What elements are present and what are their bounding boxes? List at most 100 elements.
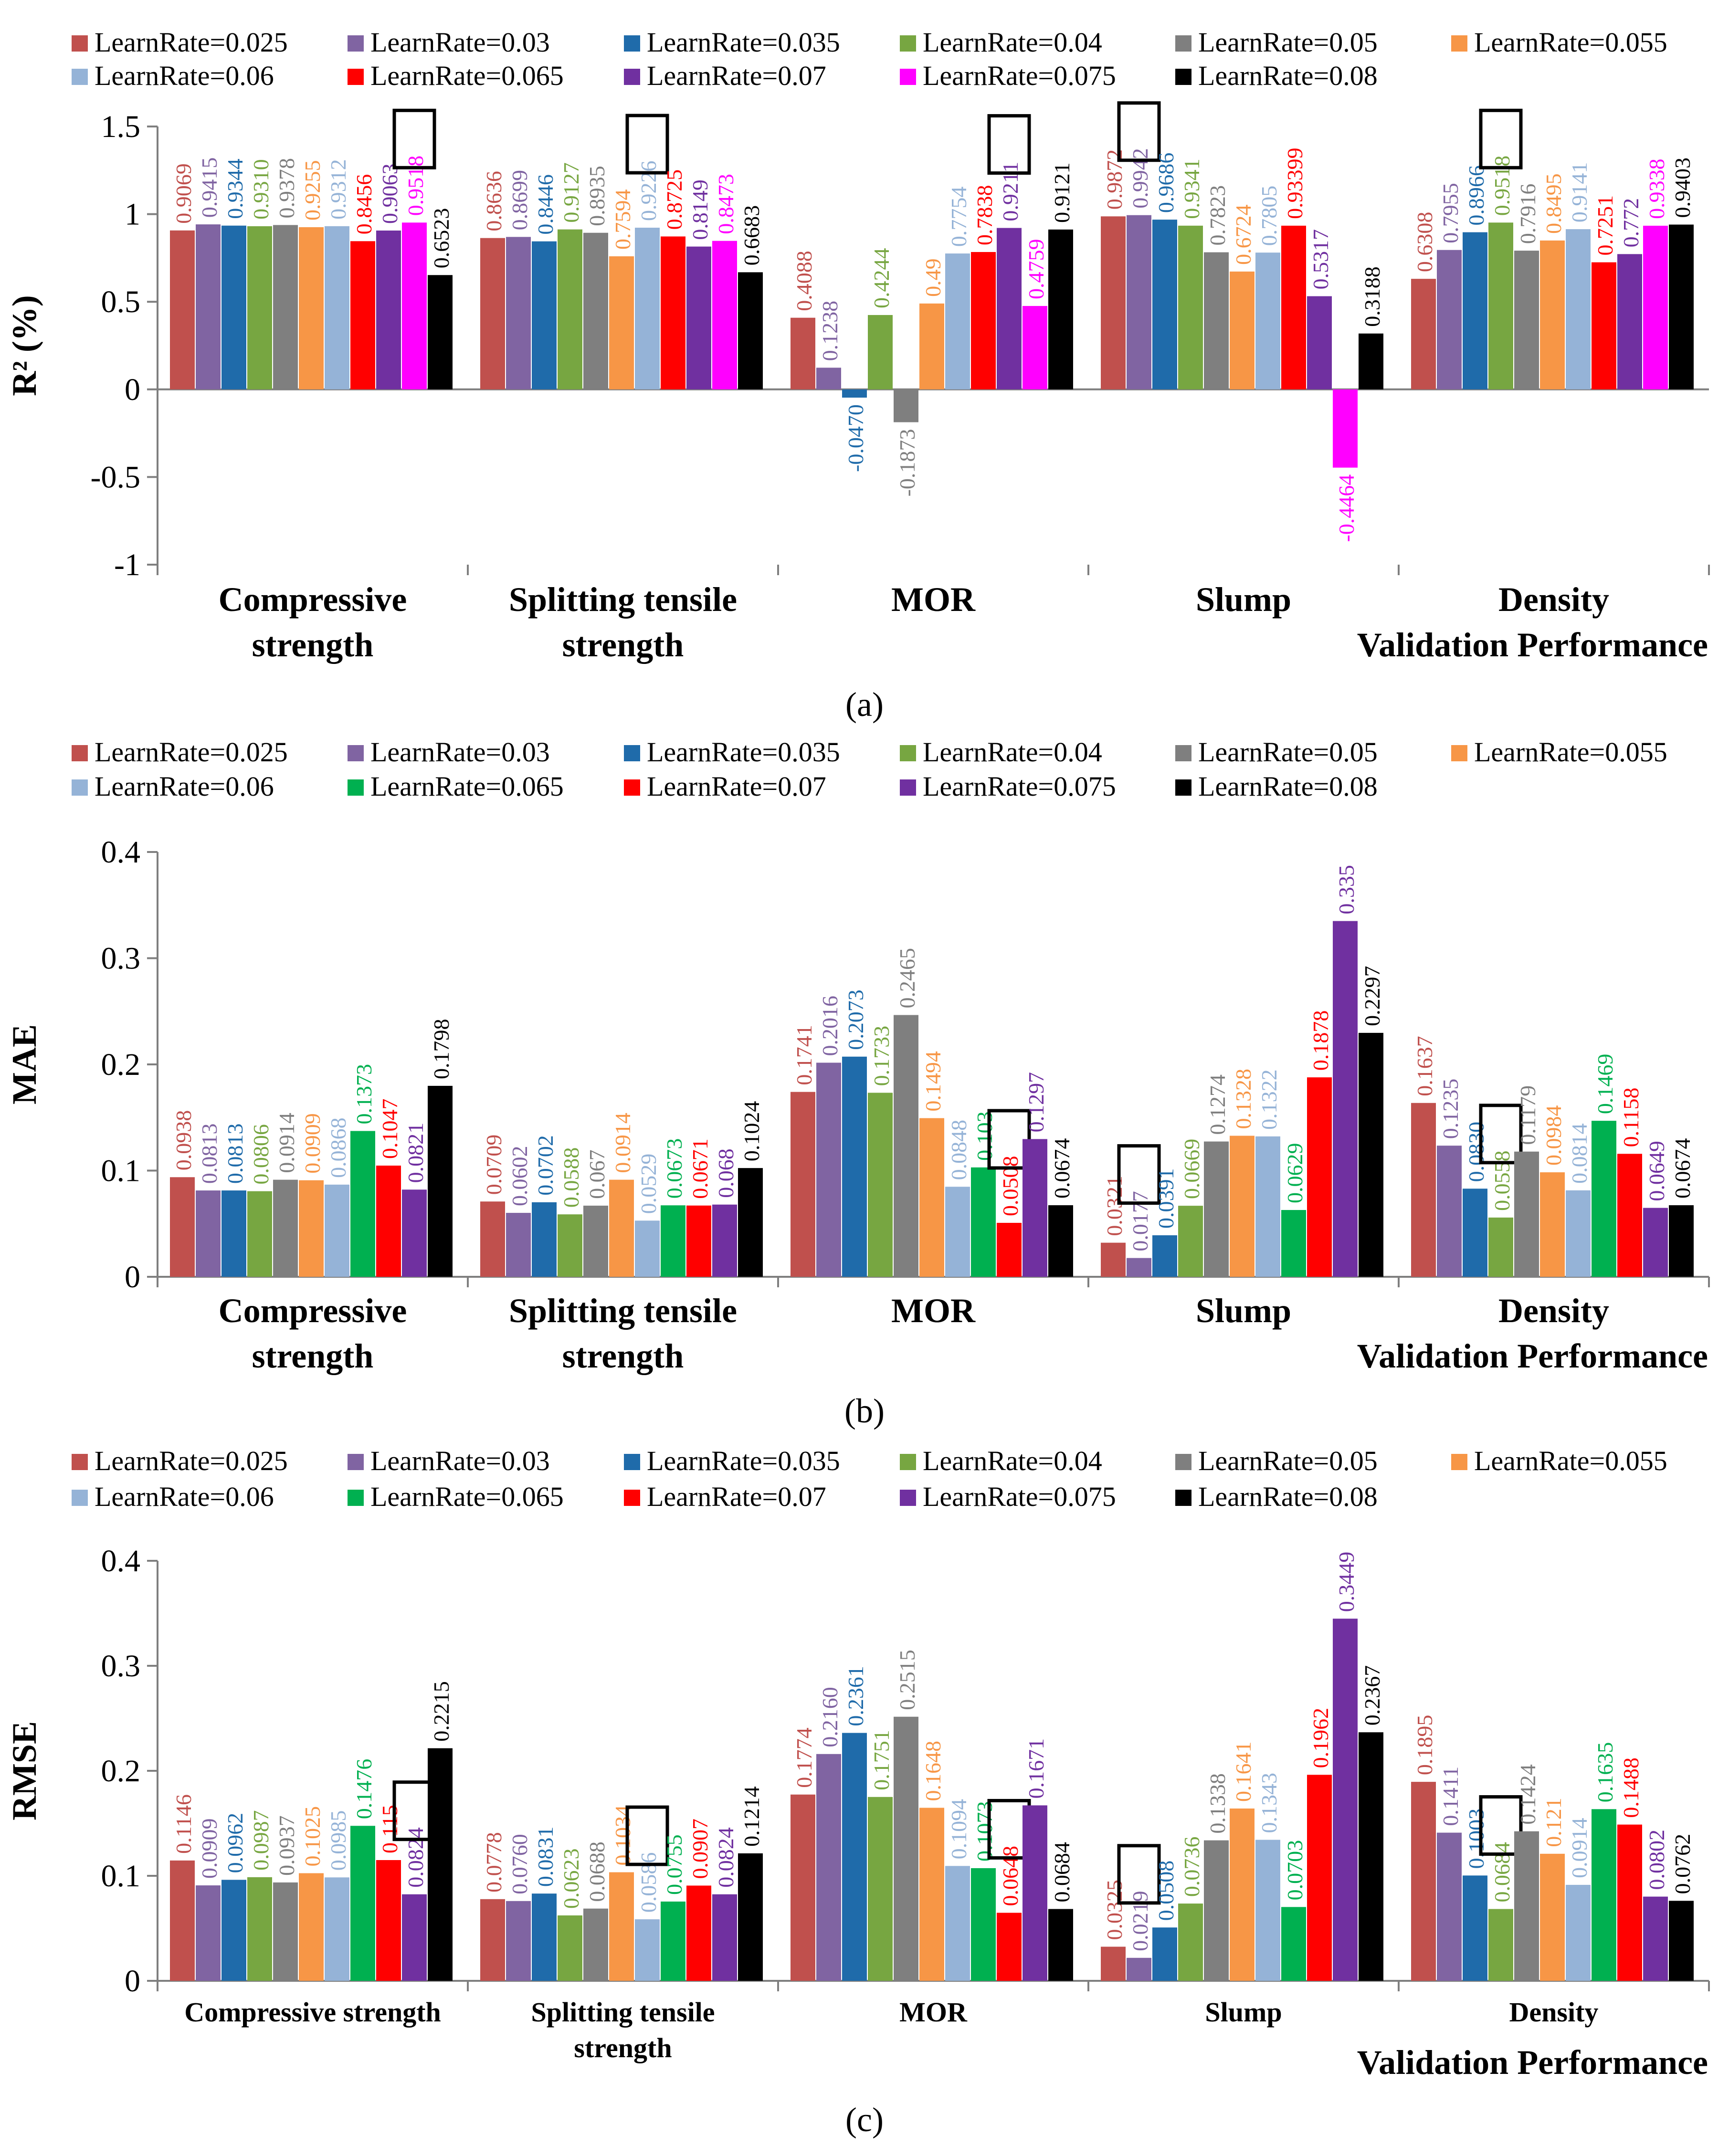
bar (1307, 1077, 1332, 1277)
data-label: 0.0909 (300, 1113, 325, 1174)
bar (1514, 251, 1539, 389)
bar (1643, 1896, 1668, 1981)
bar (350, 1131, 375, 1277)
data-label: 0.772 (1619, 198, 1643, 248)
data-label: 0.9341 (1180, 158, 1204, 219)
data-label: 0.0914 (1567, 1818, 1592, 1878)
bar (791, 1794, 815, 1981)
bar (661, 236, 685, 389)
bar (350, 1826, 375, 1981)
legend-swatch (900, 69, 916, 85)
y-tick-label: 0 (125, 1260, 140, 1294)
y-tick-label: 0.1 (101, 1859, 141, 1893)
bar (1048, 1205, 1073, 1277)
bar (1023, 306, 1047, 389)
legend-swatch (1175, 1454, 1191, 1470)
data-label: 0.068 (714, 1148, 738, 1198)
bar (997, 1913, 1022, 1981)
data-label: 0.0985 (326, 1810, 350, 1871)
data-label: 0.0325 (1102, 1880, 1127, 1940)
legend-swatch (72, 1454, 88, 1470)
bar (532, 241, 557, 389)
legend-swatch (1175, 745, 1191, 761)
legend-swatch (624, 779, 640, 796)
bar (1333, 1619, 1358, 1981)
bar (1592, 262, 1616, 389)
data-label: 0.9403 (1670, 158, 1695, 218)
category-label: Slump (1196, 580, 1291, 619)
category-label: Density (1509, 1997, 1599, 2028)
bar (1566, 1884, 1591, 1981)
data-label: 0.0674 (1670, 1138, 1695, 1199)
bar (273, 1882, 298, 1981)
legend-swatch (348, 69, 364, 85)
bar (1411, 279, 1436, 389)
bar (868, 315, 893, 389)
bar (1463, 232, 1487, 389)
bar (738, 1853, 763, 1981)
data-label: 0.1094 (947, 1799, 971, 1860)
y-tick-label: 0 (125, 372, 140, 407)
data-label: 0.0649 (1645, 1141, 1669, 1201)
bar (1127, 215, 1151, 389)
bar (480, 1899, 505, 1981)
bar (376, 1860, 401, 1981)
legend-label: LearnRate=0.05 (1198, 736, 1378, 768)
data-label: 0.9344 (223, 158, 247, 219)
data-label: 0.1328 (1231, 1069, 1255, 1129)
data-label: 0.0602 (507, 1146, 532, 1207)
data-label: 0.1469 (1593, 1054, 1617, 1115)
bar (791, 1092, 815, 1277)
data-label: 0.0762 (1670, 1834, 1695, 1894)
data-label: 0.0671 (688, 1138, 712, 1199)
data-label: 0.1671 (1024, 1738, 1048, 1799)
data-label: 0.0962 (223, 1813, 247, 1873)
bar (325, 1184, 349, 1277)
bar (1152, 1235, 1177, 1277)
data-label: 0.3188 (1360, 266, 1384, 327)
data-label: 0.8636 (482, 171, 506, 231)
highlight-box (625, 1805, 669, 1866)
bar (1514, 1151, 1539, 1277)
data-label: 0.1047 (378, 1099, 402, 1159)
data-label: 0.0709 (482, 1135, 506, 1195)
data-label: 0.0909 (197, 1819, 221, 1879)
data-label: 0.0824 (714, 1827, 738, 1888)
highlight-box (1117, 1144, 1161, 1205)
bar (868, 1797, 893, 1981)
data-label: 0.8446 (533, 174, 558, 235)
data-label: 0.7916 (1516, 184, 1540, 244)
bar (583, 1908, 608, 1981)
data-label: 0.6724 (1231, 204, 1255, 265)
x-axis-title: Validation Performance (1357, 2043, 1708, 2082)
bar (791, 317, 815, 389)
legend-swatch (1451, 1454, 1467, 1470)
legend-swatch (348, 779, 364, 796)
bar (480, 1201, 505, 1277)
bar (1669, 1205, 1694, 1277)
bar (894, 389, 918, 422)
data-label: 0.9518 (403, 156, 428, 216)
data-label: 0.4088 (792, 251, 816, 311)
legend-label: LearnRate=0.05 (1198, 1445, 1378, 1476)
legend-label: LearnRate=0.05 (1198, 27, 1378, 58)
data-label: 0.1073 (972, 1801, 997, 1862)
category-label: Splitting tensile (531, 1997, 715, 2028)
bar (1643, 1208, 1668, 1277)
data-label: 0.1774 (792, 1727, 816, 1788)
legend-swatch (900, 35, 916, 52)
bar (1463, 1188, 1487, 1277)
legend-swatch (624, 1454, 640, 1470)
bar (945, 253, 970, 389)
data-label: 0.7805 (1257, 186, 1281, 246)
bar (1048, 229, 1073, 389)
data-label: 0.5317 (1308, 229, 1333, 290)
data-label: 0.9127 (559, 162, 583, 223)
bar (842, 389, 867, 398)
data-label: 0.0868 (326, 1117, 350, 1178)
data-label: 0.0688 (585, 1841, 609, 1902)
data-label: 0.9872 (1102, 149, 1127, 210)
bar (686, 1205, 711, 1277)
legend-swatch (72, 69, 88, 85)
bar (1540, 1172, 1565, 1277)
